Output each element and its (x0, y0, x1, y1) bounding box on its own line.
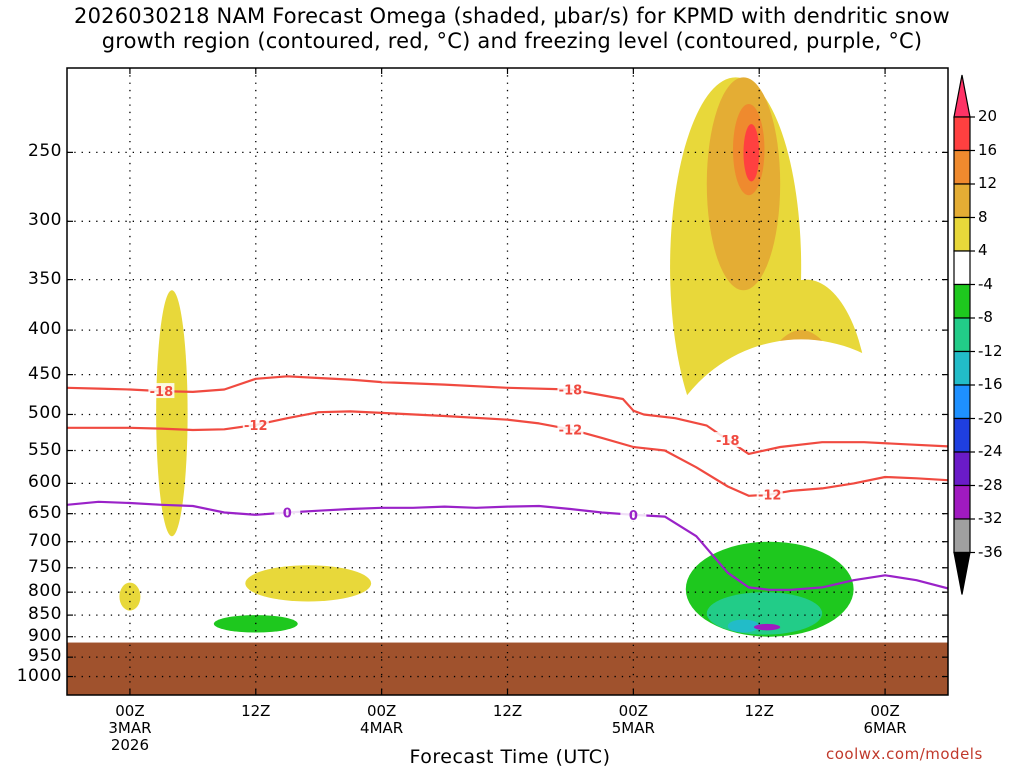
y-tick-label-950: 950 (28, 646, 62, 667)
omega-region-2 (245, 565, 372, 602)
contour-label-bg-1-0 (242, 416, 269, 432)
credit-text: coolwx.com/models (826, 745, 983, 763)
x-tick-label-line-30-0: 00Z (366, 702, 397, 720)
contour-label-2-0: 0 (283, 507, 292, 522)
y-tick-label-650: 650 (28, 502, 62, 523)
x-tick-label-line-30-1: 4MAR (360, 719, 404, 737)
colorbar-label-7: -12 (978, 341, 1003, 360)
omega-region-1 (119, 582, 141, 611)
colorbar-label-8: -16 (978, 375, 1003, 393)
colorbar-cell-2 (953, 183, 971, 219)
chart-title-line-1: 2026030218 NAM Forecast Omega (shaded, μ… (74, 4, 950, 28)
contour-label-0-1: -18 (559, 383, 583, 398)
colorbar-label-12: -32 (978, 509, 1003, 527)
colorbar-cell-11 (953, 484, 971, 520)
colorbar-label-9: -20 (978, 408, 1003, 427)
y-tick-label-550: 550 (28, 439, 62, 460)
colorbar-cell-4 (953, 250, 971, 286)
x-axis-title: Forecast Time (UTC) (409, 746, 611, 768)
x-tick-label-78: 00Z 6MAR (845, 703, 925, 737)
y-tick-label-300: 300 (28, 210, 62, 231)
contour-label-1-1: -12 (559, 423, 583, 438)
x-tick-label-line-54-0: 00Z (618, 702, 649, 720)
colorbar-label-6: -8 (978, 308, 993, 326)
x-tick-label-18: 12Z (216, 703, 296, 720)
colorbar-label-13: -36 (978, 542, 1003, 561)
contour-label-bg-0-0 (148, 383, 175, 399)
contour-label-bg-0-2 (714, 432, 741, 448)
colorbar-cell-12 (953, 518, 971, 554)
x-tick-label-54: 00Z 5MAR (593, 703, 673, 737)
terrain-fill (67, 642, 948, 695)
colorbar-cell-10 (953, 451, 971, 487)
x-tick-label-30: 00Z 4MAR (342, 703, 422, 737)
x-tick-label-line-6-0: 00Z (115, 702, 145, 720)
x-tick-label-line-78-0: 00Z (870, 702, 900, 720)
y-tick-label-400: 400 (28, 319, 62, 340)
y-tick-label-1000: 1000 (16, 665, 62, 686)
x-tick-label-6: 00Z 3MAR 2026 (90, 703, 170, 754)
contour-label-0-0: -18 (150, 385, 174, 400)
colorbar-cell-9 (953, 417, 971, 453)
omega-region-0 (156, 290, 188, 537)
contour-label-1-2: -12 (758, 489, 782, 504)
y-tick-label-700: 700 (28, 530, 62, 551)
x-tick-label-line-18-0: 12Z (241, 702, 271, 720)
colorbar-label-0: 20 (978, 107, 998, 125)
colorbar-label-10: -24 (978, 442, 1003, 460)
contour-label-bg-2-1 (620, 506, 647, 522)
contour-label-bg-1-1 (557, 421, 584, 437)
contour-line-2 (67, 500, 948, 591)
x-tick-label-line-42-0: 12Z (492, 702, 523, 720)
omega-region-6 (743, 124, 760, 182)
colorbar-cell-7 (953, 350, 971, 386)
x-tick-label-line-78-1: 6MAR (863, 719, 907, 737)
colorbar-label-5: -4 (978, 274, 993, 293)
colorbar-cell-5 (953, 283, 971, 319)
x-tick-label-line-6-1: 3MAR (108, 719, 152, 737)
colorbar-label-2: 12 (978, 174, 998, 192)
colorbar-bottom-arrow (953, 551, 971, 595)
colorbar-cell-6 (953, 317, 971, 353)
colorbar-label-1: 16 (978, 140, 998, 159)
x-tick-label-line-54-1: 5MAR (611, 719, 655, 737)
x-tick-label-line-66-0: 12Z (744, 702, 774, 720)
x-tick-label-42: 12Z (468, 703, 548, 720)
colorbar-label-11: -28 (978, 475, 1003, 494)
contour-label-2-1: 0 (629, 509, 638, 524)
colorbar-label-4: 4 (978, 241, 988, 259)
y-tick-label-750: 750 (28, 556, 62, 577)
colorbar-cell-1 (953, 149, 971, 185)
y-tick-label-800: 800 (28, 581, 62, 602)
x-tick-label-line-6-2: 2026 (110, 736, 150, 754)
colorbar-label-3: 8 (978, 207, 988, 226)
y-tick-label-600: 600 (28, 472, 62, 493)
colorbar-top-arrow (953, 74, 971, 118)
contour-label-bg-1-2 (756, 486, 783, 502)
omega-region-17 (727, 619, 760, 633)
y-tick-label-450: 450 (28, 363, 62, 384)
contour-line-0 (67, 375, 948, 455)
y-tick-label-350: 350 (28, 268, 62, 289)
colorbar-cell-8 (953, 384, 971, 420)
contour-label-bg-2-0 (274, 504, 301, 520)
y-tick-label-850: 850 (28, 604, 62, 625)
plot-area: -18 -18 -18 -12 -12 -12 0 0 (67, 68, 948, 695)
y-tick-label-900: 900 (28, 625, 62, 646)
contour-line-1 (67, 410, 948, 497)
x-tick-label-66: 12Z (719, 703, 799, 720)
colorbar-cell-0 (953, 116, 971, 152)
omega-region-18 (753, 623, 781, 631)
y-tick-label-250: 250 (28, 141, 62, 162)
colorbar-cell-3 (953, 216, 971, 252)
contour-label-bg-0-1 (557, 381, 584, 397)
y-tick-label-500: 500 (28, 403, 62, 424)
contour-label-1-0: -12 (244, 419, 268, 434)
contour-label-0-2: -18 (716, 434, 740, 449)
chart-title-line-2: growth region (contoured, red, °C) and f… (101, 29, 923, 53)
